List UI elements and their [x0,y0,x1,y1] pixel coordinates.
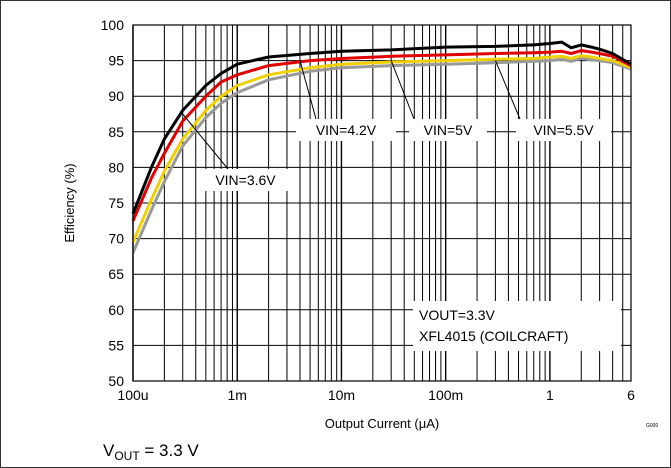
annotation-leader [494,60,521,120]
figure-id: G000 [646,423,658,429]
note-line: XFL4015 (COILCRAFT) [419,328,568,344]
note-box [413,301,621,351]
note-line: VOUT=3.3V [419,307,496,323]
y-tick-label: 95 [108,53,124,69]
x-tick-label: 1 [546,387,554,403]
caption-rest: = 3.3 V [139,441,199,460]
annotation-box [516,119,611,141]
annotation-label: VIN=5.5V [533,122,594,138]
x-tick-label: 1m [227,387,246,403]
annotation-label: VIN=5V [424,122,473,138]
x-axis-label: Output Current (μA) [325,416,439,431]
y-tick-label: 65 [108,266,124,282]
annotation-box [296,119,396,141]
series-line [131,54,632,243]
series-line [131,57,632,254]
caption-sub: OUT [114,449,140,463]
series-line [131,49,632,222]
y-tick-label: 75 [108,195,124,211]
annotation-label: VIN=4.2V [316,122,377,138]
y-tick-label: 85 [108,124,124,140]
efficiency-chart: VIN=4.2V VIN=5V VIN=5.5V VIN=3.6V VOUT=3.3V X… [62,17,658,431]
y-axis-label: Efficiency (%) [62,163,77,242]
x-tick-label: 100m [428,387,463,403]
x-tick-label: 6 [627,387,635,403]
y-tick-label: 70 [108,231,124,247]
annotations: VIN=4.2V VIN=5V VIN=5.5V VIN=3.6V VOUT=3.3V X… [182,60,621,351]
y-tick-label: 60 [108,302,124,318]
annotation-box [198,169,293,191]
annotation-leader [390,60,415,120]
caption: VOUT = 3.3 V [103,441,199,463]
y-tick-label: 80 [108,159,124,175]
annotation-leader [182,113,229,170]
annotation-box [409,119,487,141]
annotation-label: VIN=3.6V [215,172,276,188]
y-tick-label: 100 [101,17,125,33]
y-tick-label: 50 [108,373,124,389]
series-lines [131,40,632,254]
caption-main: V [103,441,115,460]
tick-labels: 50 55 60 65 70 75 80 85 90 95 100 100u 1m 10m 100m 1 6 [101,17,635,403]
y-tick-label: 90 [108,88,124,104]
series-line [131,40,632,215]
plot-border [132,24,632,382]
x-tick-label: 10m [328,387,355,403]
annotation-leader [299,60,317,120]
x-tick-label: 100u [117,387,148,403]
y-tick-label: 55 [108,337,124,353]
